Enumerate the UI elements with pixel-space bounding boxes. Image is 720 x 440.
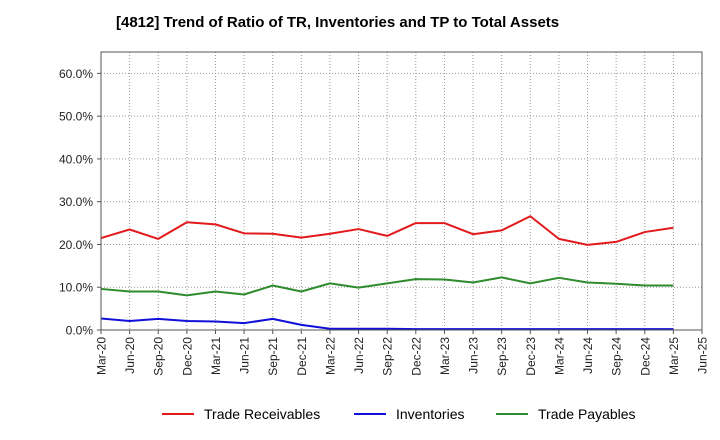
x-tick-label: Dec-23	[524, 337, 538, 376]
legend-item-trade-receivables: Trade Receivables	[162, 404, 320, 424]
x-tick-label: Mar-21	[209, 337, 223, 375]
x-tick-label: Sep-21	[266, 337, 280, 376]
y-tick-label: 0.0%	[66, 324, 94, 338]
series-line-trade-receivables	[100, 215, 674, 246]
legend-item-trade-payables: Trade Payables	[496, 404, 636, 424]
x-tick-label: Jun-25	[696, 337, 710, 374]
x-tick-label: Mar-23	[438, 337, 452, 375]
legend-label-trade-receivables: Trade Receivables	[204, 406, 321, 422]
x-tick-label: Jun-23	[467, 337, 481, 374]
y-tick-label: 30.0%	[59, 195, 93, 209]
y-axis: 0.0% 10.0% 20.0% 30.0% 40.0% 50.0% 60.0%	[59, 67, 101, 338]
legend: Trade Receivables Inventories Trade Paya…	[0, 404, 720, 426]
x-tick-label: Jun-24	[581, 337, 595, 374]
x-tick-label: Sep-24	[610, 337, 624, 376]
x-tick-label: Sep-20	[152, 337, 166, 376]
x-tick-label: Mar-24	[552, 337, 566, 375]
x-tick-label: Dec-20	[180, 337, 194, 376]
x-tick-label: Jun-22	[352, 337, 366, 374]
y-tick-label: 40.0%	[59, 152, 93, 166]
y-tick-label: 60.0%	[59, 67, 93, 81]
y-tick-label: 20.0%	[59, 238, 93, 252]
x-tick-label: Mar-25	[667, 337, 681, 375]
legend-label-inventories: Inventories	[396, 406, 465, 422]
x-tick-label: Dec-21	[295, 337, 309, 376]
plot-area	[101, 52, 702, 330]
series-line-inventories	[100, 317, 674, 331]
series-lines	[100, 215, 674, 331]
plot-frame	[100, 51, 703, 331]
series-line-trade-payables	[100, 276, 674, 297]
legend-item-inventories: Inventories	[354, 404, 464, 424]
x-axis: Mar-20 Jun-20 Sep-20 Dec-20 Mar-21 Jun-21 Sep-…	[95, 330, 710, 376]
x-tick-label: Jun-20	[123, 337, 137, 374]
legend-swatch-inventories	[354, 413, 386, 415]
legend-label-trade-payables: Trade Payables	[538, 406, 636, 422]
legend-swatch-trade-payables	[496, 413, 528, 415]
y-tick-label: 50.0%	[59, 110, 93, 124]
chart-title: [4812] Trend of Ratio of TR, Inventories…	[116, 14, 560, 31]
x-tick-label: Sep-23	[495, 337, 509, 376]
x-tick-label: Dec-22	[409, 337, 423, 376]
y-tick-label: 10.0%	[59, 281, 93, 295]
x-tick-label: Mar-22	[323, 337, 337, 375]
x-tick-label: Dec-24	[638, 337, 652, 376]
x-tick-label: Jun-21	[238, 337, 252, 374]
x-tick-label: Mar-20	[95, 337, 109, 375]
legend-swatch-trade-receivables	[162, 413, 194, 415]
x-tick-label: Sep-22	[381, 337, 395, 376]
